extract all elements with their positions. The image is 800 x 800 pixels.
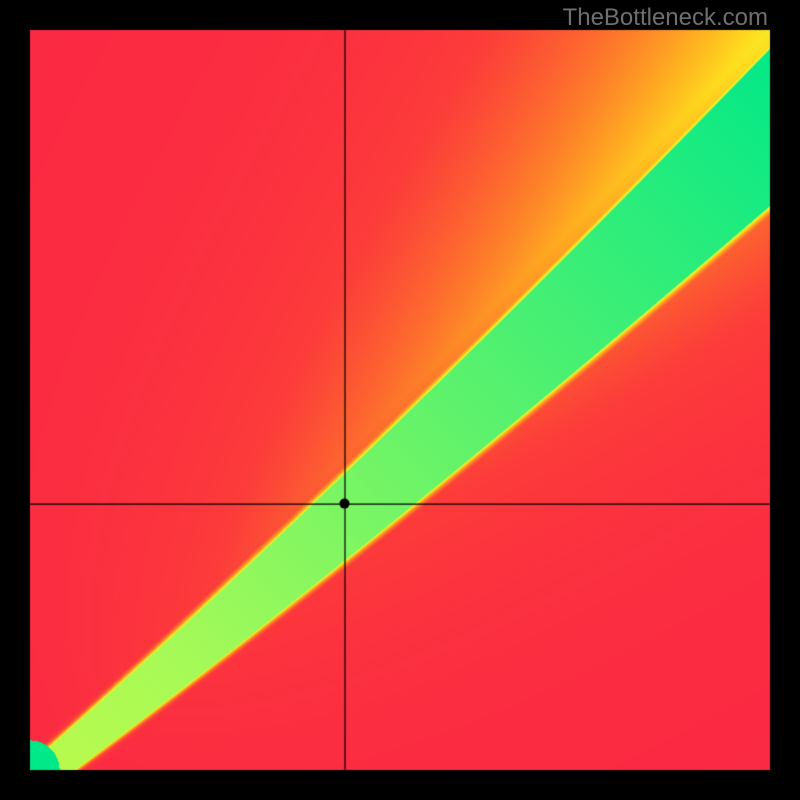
bottleneck-heatmap-canvas	[0, 0, 800, 800]
watermark-text: TheBottleneck.com	[563, 4, 768, 32]
chart-container: TheBottleneck.com	[0, 0, 800, 800]
